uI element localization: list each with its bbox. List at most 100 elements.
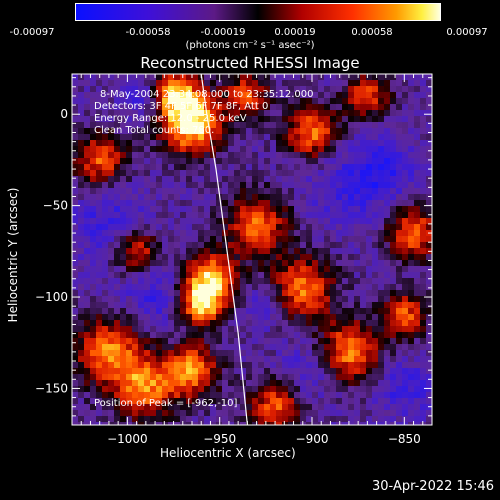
heatmap-cell [114,248,120,254]
heatmap-cell [78,332,84,338]
heatmap-cell [384,86,390,92]
heatmap-cell [288,140,294,146]
heatmap-cell [372,98,378,104]
colorbar [75,3,441,21]
heatmap-cell [360,374,366,380]
heatmap-cell [96,98,102,104]
heatmap-cell [198,164,204,170]
heatmap-cell [420,320,426,326]
heatmap-cell [168,284,174,290]
heatmap-cell [336,314,342,320]
heatmap-cell [216,290,222,296]
heatmap-cell [312,344,318,350]
heatmap-cell [228,140,234,146]
colorbar-tick-label: -0.00097 [9,27,55,38]
heatmap-cell [330,302,336,308]
heatmap-cell [258,314,264,320]
heatmap-cell [246,410,252,416]
heatmap-cell [186,164,192,170]
heatmap-cell [396,338,402,344]
heatmap-cell [252,170,258,176]
heatmap-cell [324,410,330,416]
heatmap-cell [306,248,312,254]
heatmap-cell [222,326,228,332]
heatmap-cell [342,344,348,350]
heatmap-cell [78,404,84,410]
heatmap-cell [342,290,348,296]
heatmap-cell [300,344,306,350]
heatmap-cell [120,98,126,104]
heatmap-cell [384,98,390,104]
heatmap-cell [390,350,396,356]
heatmap-cell [222,182,228,188]
heatmap-cell [420,266,426,272]
heatmap-cell [264,146,270,152]
heatmap-cell [102,338,108,344]
heatmap-cell [378,266,384,272]
annotation-clean-counts: Clean Total counts: 780. [94,125,215,136]
heatmap-cell [246,218,252,224]
heatmap-cell [174,122,180,128]
heatmap-cell [210,200,216,206]
heatmap-cell [312,392,318,398]
heatmap-cell [192,116,198,122]
heatmap-cell [330,74,336,80]
heatmap-cell [198,332,204,338]
heatmap-cell [408,128,414,134]
heatmap-cell [342,386,348,392]
heatmap-cell [84,368,90,374]
heatmap-cell [342,200,348,206]
heatmap-cell [162,374,168,380]
heatmap-cell [336,224,342,230]
heatmap-cell [402,410,408,416]
heatmap-cell [126,260,132,266]
heatmap-cell [270,416,276,422]
heatmap-cell [384,218,390,224]
heatmap-cell [198,212,204,218]
heatmap-cell [162,104,168,110]
heatmap-cell [210,422,216,425]
heatmap-cell [336,128,342,134]
heatmap-cell [366,152,372,158]
heatmap-cell [258,200,264,206]
heatmap-cell [288,284,294,290]
heatmap-cell [168,212,174,218]
heatmap-cell [168,368,174,374]
heatmap-cell [402,302,408,308]
heatmap-cell [282,110,288,116]
heatmap-cell [252,188,258,194]
heatmap-cell [360,320,366,326]
heatmap-cell [324,344,330,350]
heatmap-cell [240,308,246,314]
heatmap-cell [210,134,216,140]
heatmap-cell [408,314,414,320]
heatmap-cell [198,188,204,194]
heatmap-cell [192,254,198,260]
heatmap-cell [72,80,78,86]
heatmap-cell [210,170,216,176]
heatmap-cell [306,92,312,98]
heatmap-cell [366,290,372,296]
heatmap-cell [120,332,126,338]
heatmap-cell [354,176,360,182]
heatmap-cell [156,140,162,146]
heatmap-cell [198,122,204,128]
heatmap-cell [240,104,246,110]
heatmap-cell [282,176,288,182]
heatmap-cell [324,386,330,392]
heatmap-cell [72,338,78,344]
heatmap-cell [150,122,156,128]
heatmap-cell [138,422,144,425]
heatmap-cell [276,188,282,194]
heatmap-cell [246,194,252,200]
heatmap-cell [144,278,150,284]
heatmap-cell [372,122,378,128]
heatmap-cell [414,416,420,422]
heatmap-cell [318,242,324,248]
heatmap-cell [282,248,288,254]
heatmap-cell [150,158,156,164]
heatmap-cell [210,254,216,260]
heatmap-cell [420,224,426,230]
heatmap-cell [312,356,318,362]
heatmap-cell [330,308,336,314]
